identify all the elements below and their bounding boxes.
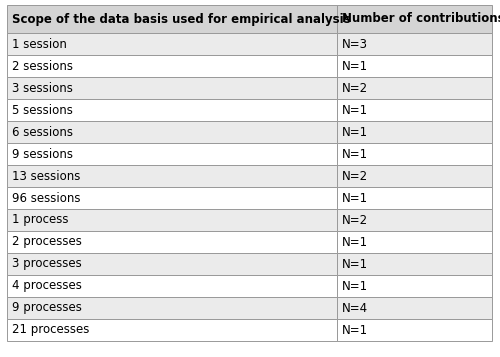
Text: N=4: N=4 <box>342 302 368 315</box>
Bar <box>337 143 492 165</box>
Bar <box>337 209 492 231</box>
Text: Number of contributions: Number of contributions <box>342 12 500 25</box>
Bar <box>337 319 492 341</box>
Text: N=1: N=1 <box>342 126 368 139</box>
Bar <box>7 187 337 209</box>
Bar <box>337 5 492 33</box>
Bar <box>7 209 337 231</box>
Bar <box>7 253 337 275</box>
Bar <box>7 165 337 187</box>
Bar <box>337 99 492 121</box>
Text: Scope of the data basis used for empirical analysis: Scope of the data basis used for empiric… <box>12 12 350 25</box>
Text: N=1: N=1 <box>342 191 368 205</box>
Bar <box>7 297 337 319</box>
Bar <box>7 77 337 99</box>
Text: 21 processes: 21 processes <box>12 323 90 337</box>
Text: N=1: N=1 <box>342 280 368 292</box>
Text: 5 sessions: 5 sessions <box>12 104 73 116</box>
Bar <box>7 33 337 55</box>
Text: 1 session: 1 session <box>12 37 67 50</box>
Bar <box>7 99 337 121</box>
Bar <box>7 121 337 143</box>
Text: N=1: N=1 <box>342 257 368 271</box>
Text: N=2: N=2 <box>342 81 368 95</box>
Bar <box>337 253 492 275</box>
Text: 6 sessions: 6 sessions <box>12 126 73 139</box>
Text: 3 sessions: 3 sessions <box>12 81 73 95</box>
Bar <box>7 275 337 297</box>
Bar <box>7 231 337 253</box>
Bar <box>337 297 492 319</box>
Text: 96 sessions: 96 sessions <box>12 191 80 205</box>
Text: N=1: N=1 <box>342 104 368 116</box>
Text: 1 process: 1 process <box>12 213 68 226</box>
Bar <box>337 231 492 253</box>
Bar <box>7 319 337 341</box>
Text: N=1: N=1 <box>342 236 368 248</box>
Text: 3 processes: 3 processes <box>12 257 82 271</box>
Bar <box>337 33 492 55</box>
Text: 13 sessions: 13 sessions <box>12 170 80 182</box>
Text: N=1: N=1 <box>342 323 368 337</box>
Text: N=2: N=2 <box>342 170 368 182</box>
Bar <box>337 275 492 297</box>
Text: N=1: N=1 <box>342 147 368 161</box>
Text: N=1: N=1 <box>342 60 368 72</box>
Bar <box>337 55 492 77</box>
Text: 2 sessions: 2 sessions <box>12 60 73 72</box>
Text: N=3: N=3 <box>342 37 368 50</box>
Bar <box>337 77 492 99</box>
Bar <box>337 187 492 209</box>
Bar <box>7 5 337 33</box>
Text: 4 processes: 4 processes <box>12 280 82 292</box>
Bar <box>7 143 337 165</box>
Text: 9 sessions: 9 sessions <box>12 147 73 161</box>
Text: N=2: N=2 <box>342 213 368 226</box>
Text: 2 processes: 2 processes <box>12 236 82 248</box>
Bar <box>337 121 492 143</box>
Text: 9 processes: 9 processes <box>12 302 82 315</box>
Bar <box>337 165 492 187</box>
Bar <box>7 55 337 77</box>
